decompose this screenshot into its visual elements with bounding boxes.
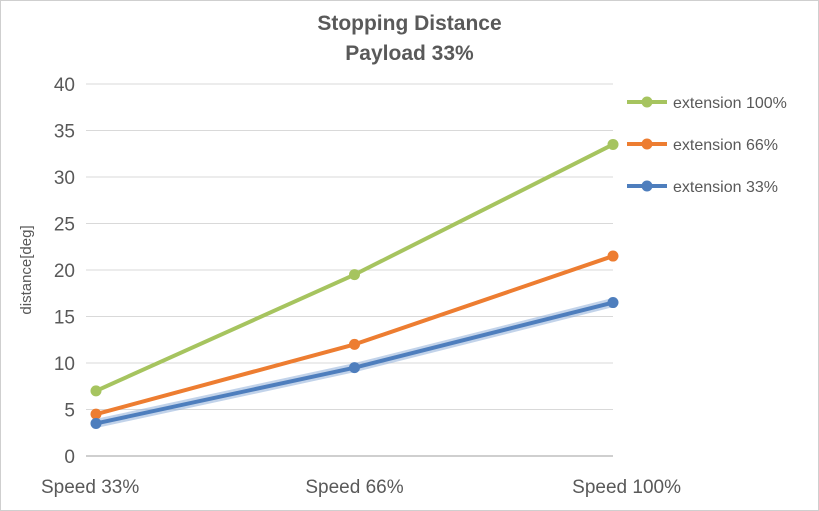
y-tick-label: 0 xyxy=(64,447,75,468)
y-tick-label: 35 xyxy=(54,122,75,143)
y-tick-label: 25 xyxy=(54,215,75,236)
y-tick-label: 5 xyxy=(64,401,75,422)
legend-marker-extension-66- xyxy=(641,138,653,150)
legend-marker-extension-33- xyxy=(641,180,653,192)
series-marker-extension-100- xyxy=(90,385,102,397)
legend-label-extension-33-: extension 33% xyxy=(673,179,778,196)
y-tick-label: 15 xyxy=(54,308,75,329)
series-marker-extension-66- xyxy=(90,408,102,420)
series-marker-extension-100- xyxy=(607,138,619,150)
y-tick-label: 40 xyxy=(54,75,75,96)
series-marker-extension-33- xyxy=(607,297,619,309)
y-tick-label: 10 xyxy=(54,354,75,375)
series-marker-extension-33- xyxy=(90,417,102,429)
series-marker-extension-100- xyxy=(349,269,360,281)
x-category-label: Speed 100% xyxy=(572,477,681,498)
y-axis-title: distance[deg] xyxy=(18,225,35,314)
series-marker-extension-33- xyxy=(349,362,360,374)
series-marker-extension-66- xyxy=(349,338,360,350)
legend-label-extension-100-: extension 100% xyxy=(673,95,787,112)
y-tick-label: 20 xyxy=(54,261,75,282)
series-line-extension-100- xyxy=(94,142,615,393)
y-tick-label: 30 xyxy=(54,168,75,189)
series-marker-extension-66- xyxy=(607,250,619,262)
legend-label-extension-66-: extension 66% xyxy=(673,137,778,154)
legend-marker-extension-100- xyxy=(641,96,653,108)
x-category-label: Speed 33% xyxy=(41,477,139,498)
x-category-label: Speed 66% xyxy=(305,477,403,498)
